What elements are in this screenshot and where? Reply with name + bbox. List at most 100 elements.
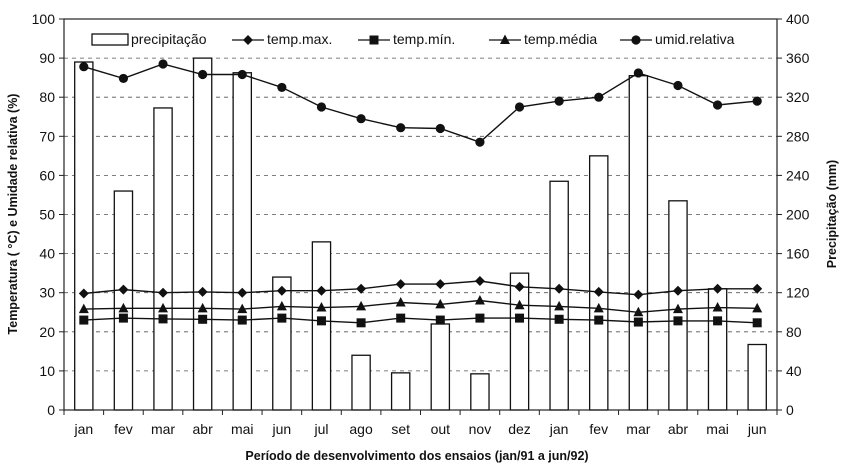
x-tick-label-mai-16: mai [706, 421, 729, 437]
series-2-point-9 [435, 298, 446, 309]
series-3-point-3 [198, 69, 208, 80]
series-2-point-5 [276, 300, 287, 311]
series-0-point-3 [197, 286, 208, 297]
series-0-point-9 [435, 279, 446, 290]
series-3-point-1 [118, 73, 129, 84]
bar-precipitacao-dez-11 [509, 272, 530, 411]
x-tick-label-nov-10: nov [469, 421, 492, 437]
bar-precipitacao-fev-13 [588, 155, 609, 411]
y-left-tick-label-0: 0 [47, 402, 55, 418]
y-left-tick-label-70: 70 [39, 128, 55, 144]
legend-label-umid-relativa: umid.relativa [655, 31, 735, 47]
x-axis-title: Período de desenvolvimento dos ensaios (… [245, 449, 588, 463]
legend-swatch-precipitacao [91, 33, 129, 46]
series-2-point-10 [474, 295, 485, 305]
legend-marker-temp-max [243, 35, 253, 45]
y-right-tick-label-80: 80 [786, 324, 802, 340]
bar-precipitacao-jan-12 [549, 180, 569, 411]
x-tick-label-ago-7: ago [349, 421, 373, 437]
bar-precipitacao-fev-1 [113, 190, 134, 411]
x-tick-label-jun-17: jun [747, 421, 767, 437]
series-1-point-17 [752, 318, 762, 328]
legend-marker-temp-min [369, 35, 379, 45]
bar-precipitacao-jan-0 [74, 61, 94, 411]
bar-precipitacao-jun-5 [272, 276, 292, 411]
series-1-point-14 [633, 317, 643, 327]
x-tick-label-jan-12: jan [549, 421, 569, 437]
series-1-point-2 [158, 314, 168, 324]
series-0-point-0 [78, 288, 89, 299]
series-3-point-11 [514, 102, 525, 112]
bar-precipitacao-mar-2 [153, 107, 173, 411]
series-0-point-11 [514, 281, 525, 292]
series-2-point-17 [752, 302, 763, 313]
legend-marker-temp-media [500, 34, 510, 44]
series-3-line [83, 63, 758, 143]
series-0-point-10 [474, 275, 485, 286]
legend: precipitação temp.max. temp.mín. temp.mé… [91, 31, 735, 47]
series-0-point-16 [712, 283, 723, 294]
series-2-point-12 [554, 300, 565, 311]
series-3-point-9 [435, 123, 445, 134]
y-right-tick-label-120: 120 [786, 285, 810, 301]
series-0-point-14 [633, 289, 644, 300]
series-lines [78, 59, 763, 328]
series-0-point-5 [276, 285, 287, 296]
series-2-point-11 [514, 299, 525, 310]
series-1-point-13 [594, 315, 604, 325]
y-axis-left-title: Temperatura ( °C) e Umidade relativa (%) [6, 94, 20, 335]
y-axis-right-title: Precipitação (mm) [825, 160, 839, 268]
series-1-group [79, 313, 762, 328]
x-tick-label-mar-14: mar [626, 421, 650, 437]
series-1-point-12 [554, 314, 564, 324]
x-tick-label-out-9: out [431, 421, 451, 437]
y-right-tick-label-40: 40 [786, 363, 802, 379]
x-tick-label-set-8: set [391, 421, 410, 437]
series-0-point-17 [752, 283, 763, 294]
series-0-group [78, 275, 763, 300]
series-3-point-15 [673, 80, 683, 91]
series-1-point-11 [515, 313, 525, 323]
bar-precipitacao-mar-14 [628, 75, 649, 411]
series-2-point-2 [158, 302, 169, 313]
y-left-tick-label-10: 10 [39, 363, 55, 379]
series-3-point-7 [356, 114, 366, 124]
y-left-tick-label-90: 90 [39, 50, 55, 66]
bar-precipitacao-set-8 [390, 372, 411, 411]
series-1-point-9 [435, 315, 445, 325]
y-left-tick-label-100: 100 [32, 11, 56, 27]
series-3-group [79, 59, 762, 147]
series-2-point-14 [633, 306, 644, 317]
y-right-tick-label-160: 160 [786, 246, 810, 262]
series-3-point-16 [712, 100, 723, 110]
x-tick-label-fev-1: fev [114, 421, 133, 437]
x-tick-label-jul-6: jul [313, 421, 328, 437]
bar-precipitacao-jun-17 [747, 343, 767, 411]
series-2-point-6 [316, 302, 327, 312]
y-left-tick-label-20: 20 [39, 324, 55, 340]
series-1-point-10 [475, 313, 485, 323]
y-right-tick-label-360: 360 [786, 50, 810, 66]
y-left-tick-label-40: 40 [39, 246, 55, 262]
axes: 0 10 20 30 40 50 60 70 80 90 100 0 40 80 120 160 200 240 2… [32, 11, 810, 437]
y-left-tick-label-80: 80 [39, 89, 55, 105]
series-0-line [83, 280, 758, 296]
series-3-point-12 [554, 96, 564, 106]
series-0-point-8 [395, 279, 406, 290]
x-tick-label-abr-3: abr [193, 421, 214, 437]
series-2-point-1 [118, 302, 129, 313]
legend-label-temp-media: temp.média [524, 31, 597, 47]
y-right-tick-label-200: 200 [786, 207, 810, 223]
series-0-point-4 [237, 287, 248, 298]
bar-precipitacao-abr-3 [192, 57, 213, 411]
series-0-point-7 [356, 283, 367, 294]
x-tick-label-dez-11: dez [508, 421, 531, 437]
legend-label-temp-max: temp.max. [267, 31, 332, 47]
bar-precipitacao-mai-4 [232, 72, 253, 411]
series-1-point-1 [118, 313, 128, 323]
bar-precipitacao-jul-6 [311, 241, 332, 411]
series-2-point-4 [237, 303, 248, 314]
y-left-tick-label-50: 50 [39, 207, 55, 223]
series-2-point-8 [395, 296, 406, 307]
